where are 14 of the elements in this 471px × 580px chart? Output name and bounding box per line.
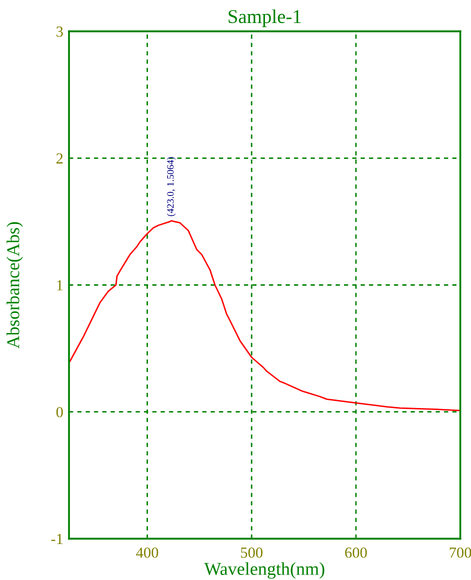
line-series [69, 220, 460, 412]
x-tick-label: 400 [136, 547, 158, 558]
y-tick-label: 3 [56, 26, 63, 37]
x-tick-label: 700 [450, 547, 471, 558]
x-tick-label: 600 [345, 547, 367, 558]
x-axis-title: Wavelength(nm) [204, 562, 324, 579]
y-tick-label: 2 [56, 153, 63, 164]
x-tick-label: 500 [241, 547, 262, 558]
chart-title: Sample-1 [228, 9, 301, 28]
annotation: (423.0, 1.5064) [166, 157, 176, 216]
y-axis-title: Absorbance(Abs) [6, 222, 23, 348]
y-tick-label: 1 [57, 280, 63, 290]
y-tick-label: -1 [51, 534, 63, 544]
y-tick-label: 0 [56, 406, 63, 418]
